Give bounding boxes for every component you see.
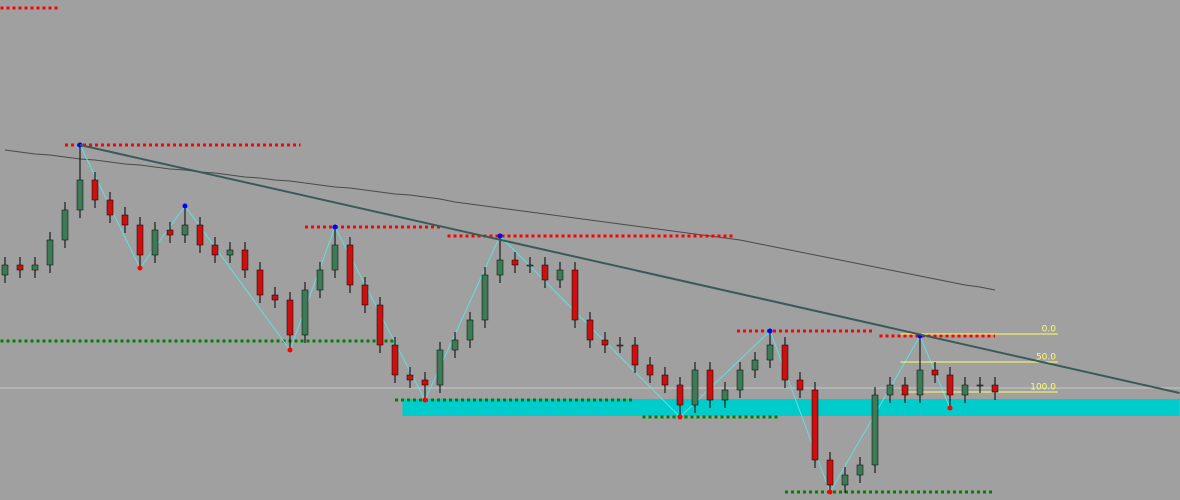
pivot-dot bbox=[497, 233, 503, 239]
candle-body bbox=[631, 344, 639, 366]
candle-body bbox=[241, 249, 249, 271]
fib-label: 50.0 bbox=[1036, 353, 1056, 363]
pivot-dot bbox=[137, 265, 143, 271]
candle-body bbox=[766, 344, 774, 361]
candle-body bbox=[781, 344, 789, 381]
fib-label: 100.0 bbox=[1030, 383, 1056, 393]
fib-label: 0.0 bbox=[1042, 325, 1057, 335]
candle-body bbox=[466, 319, 474, 341]
candle-body bbox=[61, 209, 69, 241]
moving-average bbox=[4, 149, 996, 291]
candle-body bbox=[991, 384, 999, 393]
candle-body bbox=[646, 364, 654, 376]
candle-body bbox=[286, 299, 294, 336]
candle-body bbox=[856, 464, 864, 476]
candle-body bbox=[106, 199, 114, 216]
pivot-dot bbox=[767, 328, 773, 334]
candle-body bbox=[31, 264, 39, 271]
candle-body bbox=[751, 359, 759, 371]
candle-body bbox=[361, 284, 369, 306]
candle-body bbox=[976, 384, 984, 387]
pivot-dot bbox=[332, 224, 338, 230]
pivot-dot bbox=[182, 203, 188, 209]
candle-body bbox=[826, 459, 834, 486]
candle-body bbox=[121, 214, 129, 226]
candle-body bbox=[46, 239, 54, 266]
candle-body bbox=[376, 304, 384, 346]
candle-body bbox=[961, 384, 969, 396]
candle-body bbox=[616, 344, 624, 347]
candle-body bbox=[841, 474, 849, 486]
candle-body bbox=[511, 259, 519, 266]
candle-body bbox=[811, 389, 819, 461]
candle-body bbox=[931, 369, 939, 376]
pivot-dot bbox=[827, 489, 833, 495]
candle-body bbox=[136, 224, 144, 256]
candle-body bbox=[226, 249, 234, 256]
candle-body bbox=[571, 269, 579, 321]
trendline bbox=[79, 144, 1180, 394]
candle-body bbox=[661, 374, 669, 386]
candle-body bbox=[151, 229, 159, 256]
candle-body bbox=[451, 339, 459, 351]
candle-body bbox=[481, 274, 489, 321]
candle-body bbox=[676, 384, 684, 406]
candle-body bbox=[391, 344, 399, 376]
candle-body bbox=[496, 259, 504, 276]
candle-body bbox=[256, 269, 264, 296]
candle-body bbox=[556, 269, 564, 281]
candle-body bbox=[301, 289, 309, 336]
candle-body bbox=[436, 349, 444, 386]
candle-body bbox=[211, 244, 219, 256]
candle-body bbox=[76, 179, 84, 211]
candle-body bbox=[16, 264, 24, 271]
candle-body bbox=[886, 384, 894, 396]
candle-body bbox=[601, 339, 609, 346]
candle-body bbox=[541, 264, 549, 281]
candle-body bbox=[346, 244, 354, 286]
pivot-dot bbox=[947, 405, 953, 411]
zone bbox=[402, 399, 1180, 416]
candle-body bbox=[946, 374, 954, 396]
candle-body bbox=[706, 369, 714, 401]
candle-body bbox=[916, 369, 924, 396]
candle-body bbox=[871, 394, 879, 466]
candle-body bbox=[166, 229, 174, 236]
pivot-dot bbox=[422, 397, 428, 403]
candle-body bbox=[721, 389, 729, 401]
candle-body bbox=[526, 264, 534, 267]
candle-body bbox=[406, 374, 414, 381]
pivot-dot bbox=[287, 347, 293, 353]
candle-body bbox=[796, 379, 804, 391]
candle-body bbox=[901, 384, 909, 396]
candle-body bbox=[316, 269, 324, 291]
candle-body bbox=[691, 369, 699, 406]
candle-body bbox=[271, 294, 279, 301]
candle-body bbox=[586, 319, 594, 341]
candle-body bbox=[331, 244, 339, 271]
candle-body bbox=[421, 379, 429, 386]
candle-body bbox=[1, 264, 9, 276]
pivot-dot bbox=[677, 414, 683, 420]
zigzag bbox=[79, 144, 951, 494]
candle-body bbox=[91, 179, 99, 201]
candle-body bbox=[736, 369, 744, 391]
candle-body bbox=[181, 224, 189, 236]
candle-body bbox=[196, 224, 204, 246]
